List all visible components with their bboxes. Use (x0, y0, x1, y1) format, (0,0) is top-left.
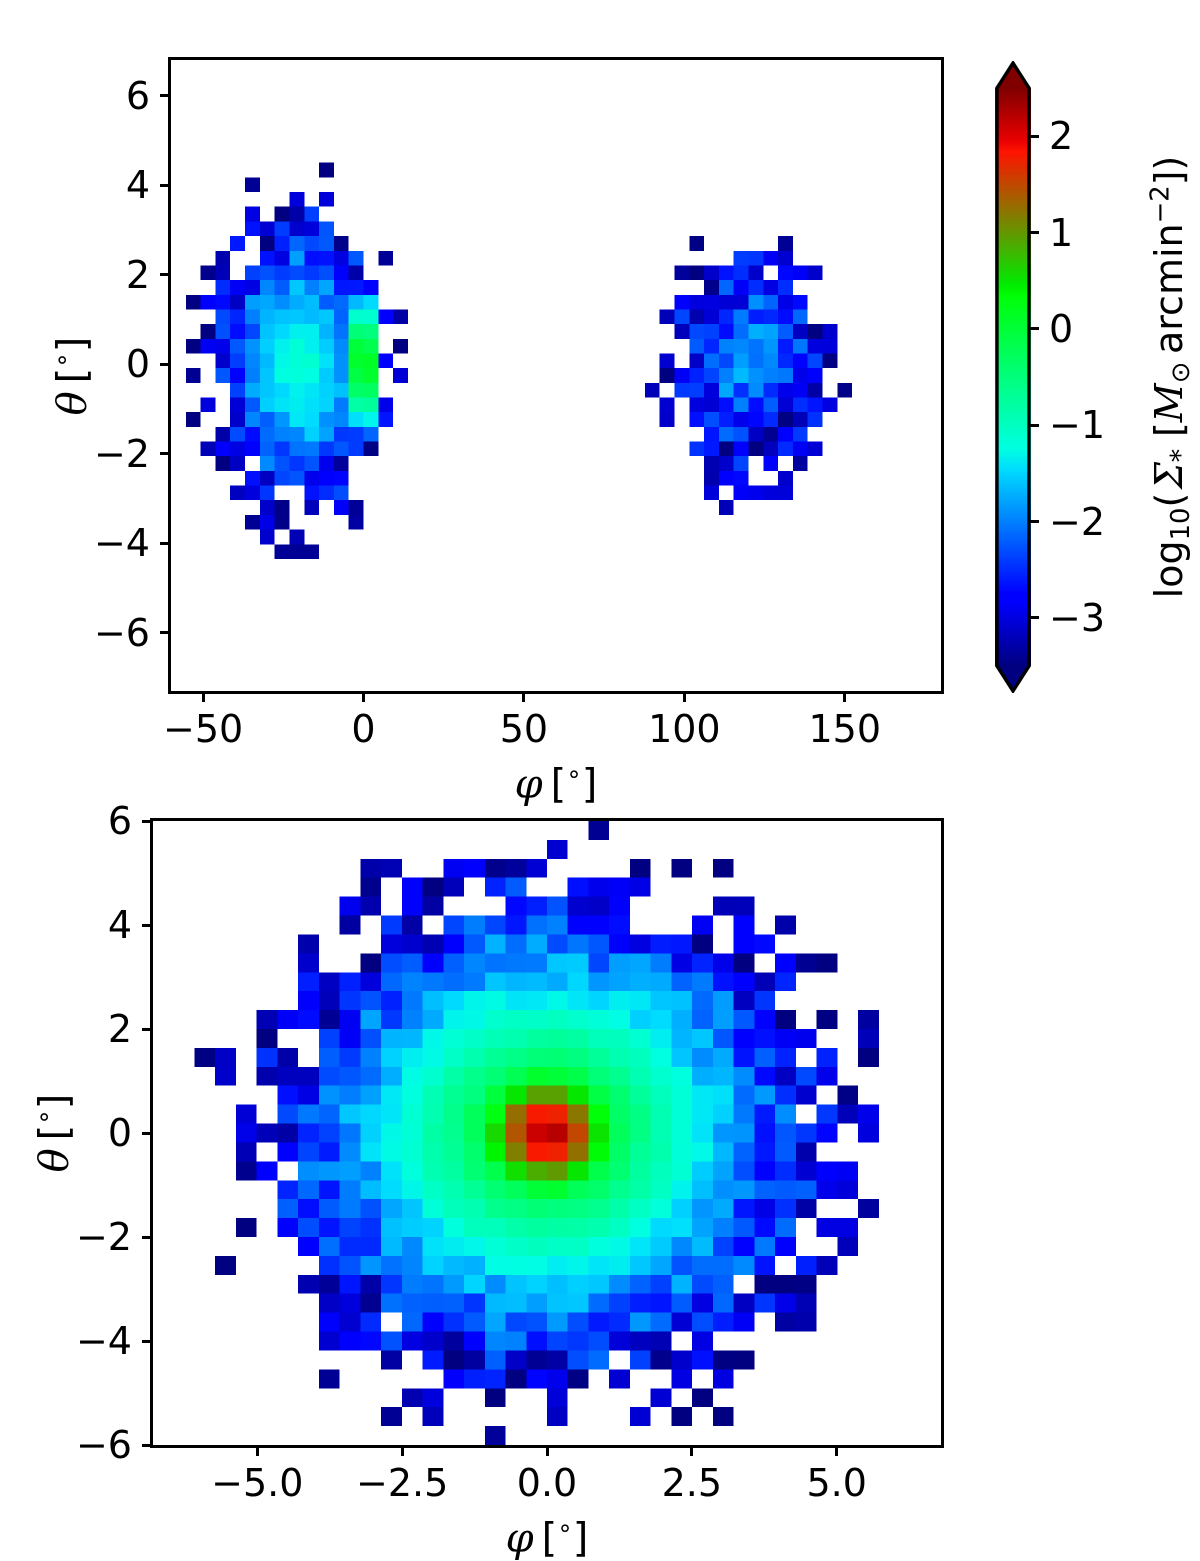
colorbar-gradient (995, 61, 1031, 693)
colorbar-tick (1028, 134, 1039, 138)
bottom-panel-x-axis-label: φ [∘] (505, 1513, 589, 1561)
top-panel-xtick (201, 691, 205, 702)
top-panel-xticklabel: 100 (648, 707, 721, 751)
top-panel-xticklabel: 50 (499, 707, 549, 751)
top-panel-xticklabel: −50 (162, 707, 244, 751)
top-panel-xtick (843, 691, 847, 702)
colorbar-label-log: log10 (1147, 507, 1197, 599)
bottom-panel-ytick (142, 1235, 153, 1239)
top-panel-xticklabel: 150 (808, 707, 882, 751)
top-panel-axes (168, 57, 944, 694)
top-panel-ytick (160, 94, 171, 98)
top-panel-yticklabel: −6 (93, 610, 150, 655)
colorbar-ticklabel: −2 (1049, 499, 1106, 544)
bottom-panel-yticklabel: −6 (75, 1423, 132, 1467)
top-panel-xtick (522, 691, 526, 702)
colorbar-tick (1028, 327, 1039, 331)
bottom-panel-yticklabel: −2 (75, 1215, 132, 1259)
colorbar-ticklabel: −1 (1049, 403, 1106, 448)
bottom-panel-ytick (142, 1027, 153, 1031)
bottom-panel-xticklabel: −5.0 (211, 1461, 304, 1505)
bottom-panel-xticklabel: 0.0 (516, 1461, 578, 1505)
bottom-panel-xtick (255, 1445, 259, 1456)
top-panel-heatmap (171, 60, 941, 691)
colorbar-ticklabel: 0 (1049, 306, 1074, 351)
bottom-panel-yticklabel: 6 (107, 799, 132, 843)
top-panel-yticklabel: −2 (93, 431, 150, 476)
top-panel-xtick (682, 691, 686, 702)
top-panel-xticklabel: 0 (351, 707, 376, 751)
colorbar-ticklabel: 2 (1049, 114, 1074, 159)
bottom-panel-yticklabel: 0 (107, 1111, 132, 1155)
axis-symbol: φ (514, 761, 543, 808)
top-panel-ytick (160, 183, 171, 187)
top-panel-xtick (362, 691, 365, 702)
bottom-panel-xtick (690, 1445, 694, 1456)
colorbar-label-paren: ( (1147, 488, 1192, 508)
axis-symbol: θ (49, 390, 96, 415)
top-panel-yticklabel: 4 (125, 163, 150, 208)
bottom-panel-ytick (142, 923, 153, 927)
bottom-panel-axes (150, 818, 944, 1448)
bottom-panel-xtick (400, 1445, 404, 1456)
bottom-panel-xticklabel: 2.5 (661, 1461, 723, 1505)
top-panel-ytick (160, 631, 171, 635)
bottom-panel-yticklabel: 4 (107, 903, 132, 947)
top-panel-ytick (160, 452, 171, 456)
colorbar-label-units: [M⊙ arcmin−2]) (1146, 155, 1197, 438)
bottom-panel-xticklabel: 5.0 (806, 1461, 867, 1505)
axis-symbol: φ (505, 1515, 534, 1561)
bottom-panel-yticklabel: −4 (75, 1319, 132, 1363)
top-panel-yticklabel: 0 (125, 342, 150, 387)
bottom-panel-ytick (142, 819, 153, 823)
bottom-panel-ytick (142, 1443, 153, 1447)
top-panel-yticklabel: 6 (125, 73, 150, 118)
bottom-panel-y-axis-label: θ [∘] (29, 1093, 78, 1173)
top-panel-y-axis-label: θ [∘] (47, 336, 96, 415)
colorbar-tick (1028, 520, 1039, 523)
top-panel-yticklabel: 2 (125, 252, 150, 297)
bottom-panel-yticklabel: 2 (107, 1007, 132, 1051)
colorbar-label-sigma: Σ* (1147, 449, 1197, 489)
bottom-panel-xticklabel: −2.5 (356, 1461, 449, 1505)
top-panel-x-axis-label: φ [∘] (514, 759, 598, 808)
axis-symbol: θ (31, 1148, 78, 1173)
bottom-panel-ytick (142, 1131, 153, 1135)
colorbar-tick (1028, 231, 1039, 234)
bottom-panel-xtick (835, 1445, 839, 1456)
bottom-panel-ytick (142, 1339, 153, 1343)
colorbar-tick (1028, 616, 1039, 620)
colorbar-ticklabel: −3 (1049, 595, 1106, 640)
colorbar (995, 61, 1031, 693)
top-panel-ytick (160, 362, 171, 366)
top-panel-ytick (160, 273, 171, 277)
top-panel-ytick (160, 541, 171, 545)
bottom-panel-xtick (545, 1445, 549, 1456)
colorbar-label: log10( Σ* [M⊙ arcmin−2]) (1146, 155, 1197, 599)
top-panel-yticklabel: −4 (93, 521, 150, 566)
colorbar-ticklabel: 1 (1049, 210, 1074, 255)
bottom-panel-heatmap (153, 821, 941, 1445)
colorbar-tick (1028, 423, 1039, 427)
